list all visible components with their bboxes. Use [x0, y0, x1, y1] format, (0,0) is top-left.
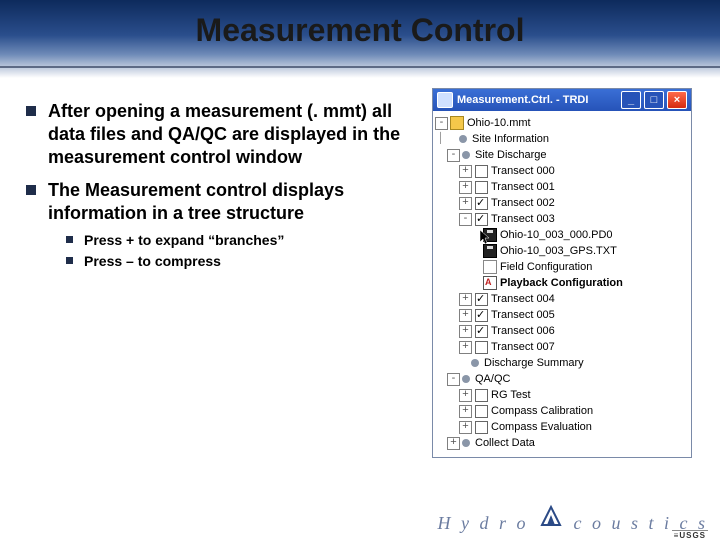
measurement-window: Measurement.Ctrl. - TRDI _ □ × - Ohio-10… [432, 88, 692, 458]
brand-logo-icon [538, 503, 564, 529]
bullet-icon [462, 439, 470, 447]
checkbox[interactable] [475, 165, 488, 178]
bullet-icon [462, 375, 470, 383]
tree-item-transect[interactable]: +Transect 006 [435, 323, 689, 339]
disk-icon [483, 244, 497, 258]
tree-item-transect[interactable]: +Transect 005 [435, 307, 689, 323]
expand-icon[interactable]: + [459, 165, 472, 178]
play-icon [483, 276, 497, 290]
collapse-icon[interactable]: - [447, 149, 460, 162]
window-title: Measurement.Ctrl. - TRDI [457, 94, 588, 106]
expand-icon[interactable]: + [459, 341, 472, 354]
tree-view[interactable]: - Ohio-10.mmt │ Site Information - Site … [433, 111, 691, 457]
bullet-1: After opening a measurement (. mmt) all … [26, 100, 406, 169]
subbullet-1: Press + to expand “branches” [66, 231, 406, 250]
bullet-2: The Measurement control displays informa… [26, 179, 406, 271]
site-info-label: Site Information [472, 132, 549, 147]
expand-icon[interactable]: + [447, 437, 460, 450]
tree-item-transect[interactable]: +Transect 004 [435, 291, 689, 307]
brand-left: H y d r o [438, 513, 529, 533]
header-underline [0, 66, 720, 68]
tree-item-transect[interactable]: +Transect 001 [435, 179, 689, 195]
expand-icon[interactable]: + [459, 197, 472, 210]
tree-item-qa[interactable]: +Compass Evaluation [435, 419, 689, 435]
bullet-2-text: The Measurement control displays informa… [48, 180, 344, 223]
tree-item-transect[interactable]: +Transect 007 [435, 339, 689, 355]
bullet-icon [462, 151, 470, 159]
expand-icon[interactable]: + [459, 293, 472, 306]
footer: H y d r o c o u s t i c s ≡USGS [0, 504, 720, 540]
expand-icon[interactable]: + [459, 325, 472, 338]
minimize-button[interactable]: _ [621, 91, 641, 109]
checkbox[interactable] [475, 325, 488, 338]
slide: Measurement Control After opening a meas… [0, 0, 720, 540]
body-text: After opening a measurement (. mmt) all … [26, 100, 406, 281]
window-titlebar[interactable]: Measurement.Ctrl. - TRDI _ □ × [433, 89, 691, 111]
tree-item-site-discharge[interactable]: - Site Discharge [435, 147, 689, 163]
bullet-icon [471, 359, 479, 367]
maximize-button[interactable]: □ [644, 91, 664, 109]
checkbox[interactable] [475, 197, 488, 210]
checkbox[interactable] [475, 341, 488, 354]
checkbox[interactable] [475, 405, 488, 418]
bullet-icon [459, 135, 467, 143]
subbullet-2: Press – to compress [66, 252, 406, 271]
tree-item-qa[interactable]: +Compass Calibration [435, 403, 689, 419]
expand-icon[interactable]: + [459, 421, 472, 434]
doc-icon [483, 260, 497, 274]
tree-item-site-info[interactable]: │ Site Information [435, 131, 689, 147]
checkbox[interactable] [475, 389, 488, 402]
page-title: Measurement Control [0, 12, 720, 49]
tree-item-discharge-summary[interactable]: Discharge Summary [435, 355, 689, 371]
tree-item-qa[interactable]: +RG Test [435, 387, 689, 403]
root-label: Ohio-10.mmt [467, 116, 531, 131]
tree-item-gps[interactable]: Ohio-10_003_GPS.TXT [435, 243, 689, 259]
close-button[interactable]: × [667, 91, 687, 109]
tree-item-qaqc[interactable]: -QA/QC [435, 371, 689, 387]
expand-icon[interactable]: + [459, 389, 472, 402]
checkbox[interactable] [475, 181, 488, 194]
tree-item-field-config[interactable]: Field Configuration [435, 259, 689, 275]
checkbox[interactable] [475, 309, 488, 322]
tree-item-playback-config[interactable]: Playback Configuration [435, 275, 689, 291]
checkbox[interactable] [475, 213, 488, 226]
tree-item-transect-expanded[interactable]: -Transect 003 [435, 211, 689, 227]
expand-icon[interactable]: + [459, 181, 472, 194]
mmt-file-icon [450, 116, 464, 130]
usgs-badge: ≡USGS [672, 530, 708, 540]
tree-item-pd0[interactable]: Ohio-10_003_000.PD0 [435, 227, 689, 243]
checkbox[interactable] [475, 421, 488, 434]
checkbox[interactable] [475, 293, 488, 306]
tree-item-collect[interactable]: +Collect Data [435, 435, 689, 451]
collapse-icon[interactable]: - [435, 117, 448, 130]
expand-icon[interactable]: + [459, 309, 472, 322]
tree-root[interactable]: - Ohio-10.mmt [435, 115, 689, 131]
brand-wordmark: H y d r o c o u s t i c s [438, 503, 709, 534]
app-icon [437, 92, 453, 108]
collapse-icon[interactable]: - [459, 213, 472, 226]
tree-item-transect[interactable]: +Transect 002 [435, 195, 689, 211]
disk-icon [483, 228, 497, 242]
site-discharge-label: Site Discharge [475, 148, 547, 163]
tree-item-transect[interactable]: +Transect 000 [435, 163, 689, 179]
expand-icon[interactable]: + [459, 405, 472, 418]
collapse-icon[interactable]: - [447, 373, 460, 386]
